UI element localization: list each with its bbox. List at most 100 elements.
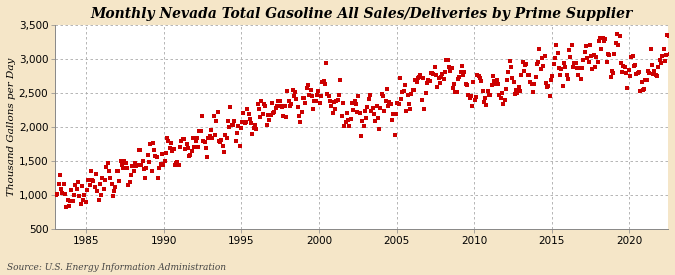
- Point: [331, 98, 342, 103]
- Point: [514, 84, 524, 89]
- Point: [356, 134, 367, 138]
- Point: [173, 163, 184, 167]
- Point: [445, 68, 456, 73]
- Point: [462, 83, 472, 88]
- Point: [548, 61, 559, 66]
- Point: [549, 56, 560, 60]
- Point: [84, 183, 95, 187]
- Point: [188, 136, 198, 141]
- Point: [369, 112, 379, 117]
- Point: [151, 155, 162, 160]
- Point: [161, 151, 171, 155]
- Point: [535, 67, 546, 72]
- Point: [124, 179, 135, 184]
- Point: [576, 65, 587, 70]
- Point: [422, 81, 433, 86]
- Point: [340, 120, 351, 125]
- Point: [528, 90, 539, 94]
- Point: [534, 47, 545, 51]
- Point: [612, 32, 622, 37]
- Point: [391, 112, 402, 116]
- Point: [273, 99, 284, 103]
- Point: [269, 109, 280, 114]
- Point: [223, 119, 234, 123]
- Point: [436, 75, 447, 79]
- Point: [429, 64, 440, 69]
- Point: [431, 72, 441, 77]
- Point: [146, 169, 157, 173]
- Point: [624, 73, 635, 78]
- Point: [627, 54, 638, 59]
- Point: [226, 123, 237, 127]
- Point: [446, 66, 457, 70]
- Point: [140, 176, 151, 180]
- Point: [350, 101, 361, 106]
- Point: [631, 72, 642, 76]
- Point: [620, 65, 630, 69]
- Point: [649, 69, 660, 73]
- Point: [261, 123, 272, 128]
- Point: [154, 165, 165, 170]
- Point: [132, 163, 143, 167]
- Point: [483, 93, 494, 97]
- Point: [190, 139, 201, 143]
- Point: [239, 121, 250, 126]
- Point: [452, 89, 462, 94]
- Point: [96, 192, 107, 197]
- Point: [524, 73, 535, 78]
- Point: [101, 164, 112, 169]
- Point: [620, 71, 631, 75]
- Point: [122, 166, 132, 170]
- Point: [530, 74, 541, 79]
- Point: [639, 87, 649, 92]
- Point: [517, 60, 528, 65]
- Point: [233, 124, 244, 128]
- Point: [80, 200, 91, 205]
- Point: [155, 162, 166, 166]
- Point: [105, 175, 115, 180]
- Point: [82, 188, 92, 192]
- Point: [326, 104, 337, 108]
- Point: [511, 88, 522, 92]
- Point: [216, 138, 227, 142]
- Point: [438, 76, 449, 81]
- Point: [172, 160, 183, 164]
- Point: [389, 133, 400, 138]
- Point: [433, 76, 444, 80]
- Point: [495, 96, 506, 100]
- Point: [128, 169, 139, 173]
- Point: [55, 173, 65, 177]
- Point: [57, 190, 68, 195]
- Point: [520, 63, 531, 67]
- Point: [414, 75, 425, 79]
- Point: [489, 79, 500, 84]
- Point: [370, 119, 381, 123]
- Point: [308, 107, 319, 111]
- Point: [247, 132, 258, 136]
- Point: [591, 55, 601, 60]
- Point: [281, 115, 292, 119]
- Point: [119, 159, 130, 164]
- Point: [220, 133, 231, 138]
- Point: [246, 121, 256, 125]
- Point: [131, 164, 142, 168]
- Point: [597, 36, 608, 40]
- Point: [97, 176, 108, 180]
- Point: [59, 192, 70, 196]
- Point: [543, 84, 554, 88]
- Point: [500, 87, 511, 92]
- Point: [244, 117, 255, 121]
- Point: [554, 65, 564, 70]
- Text: Source: U.S. Energy Information Administration: Source: U.S. Energy Information Administ…: [7, 263, 225, 272]
- Point: [78, 197, 88, 202]
- Point: [270, 106, 281, 111]
- Point: [317, 80, 327, 84]
- Point: [90, 172, 101, 176]
- Point: [599, 39, 610, 44]
- Title: Monthly Nevada Total Gasoline All Sales/Deliveries by Prime Supplier: Monthly Nevada Total Gasoline All Sales/…: [90, 7, 632, 21]
- Point: [427, 71, 437, 75]
- Point: [641, 78, 652, 82]
- Point: [295, 120, 306, 125]
- Point: [256, 99, 267, 103]
- Point: [312, 92, 323, 97]
